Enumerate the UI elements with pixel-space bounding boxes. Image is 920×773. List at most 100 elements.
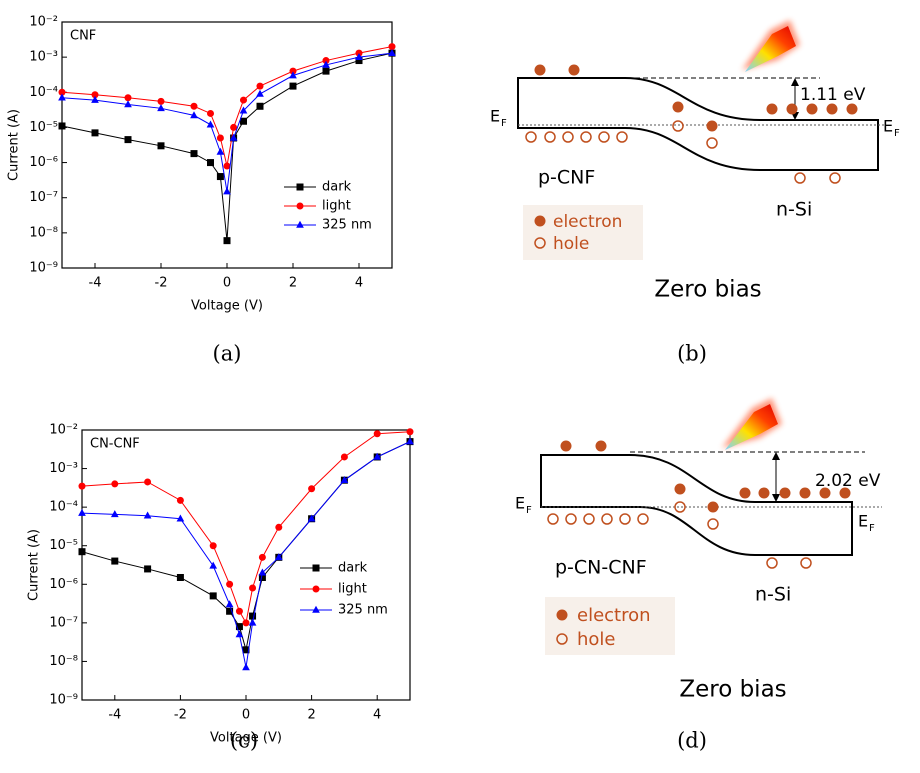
marker [226,580,234,588]
marker [240,96,247,104]
marker [258,553,266,561]
marker [223,162,231,170]
diagram-title: Zero bias [654,277,761,303]
marker [58,88,66,96]
ef-sub: F [501,118,507,129]
legend-electron [556,609,568,621]
x-tick-label: 4 [373,708,381,723]
marker [235,607,243,615]
x-tick-label: -4 [89,276,102,291]
x-axis-label: Voltage (V) [191,299,263,314]
ef-sub: F [894,128,900,139]
marker [124,94,132,102]
marker [176,514,185,522]
marker [78,508,86,516]
legend-label: dark [322,180,352,195]
marker [176,496,184,504]
marker [248,618,257,626]
marker [190,111,198,119]
marker [289,71,297,79]
light-icon [745,26,796,72]
marker [78,548,86,556]
marker [190,150,198,158]
series-line [62,52,392,192]
marker [289,82,297,90]
charts: 10⁻⁹ 10⁻⁸ 10⁻⁷ 10⁻⁶ 10⁻⁵ 10⁻⁴ 10⁻³ 10⁻² -4 -2 0 2 4 V… [7,15,414,746]
y-tick-label: 10⁻⁶ [49,577,78,592]
marker [144,478,152,486]
legend-label: 325 nm [338,603,388,618]
marker [111,480,119,488]
marker [256,102,264,110]
marker [209,542,217,550]
ef-label: E [883,117,893,136]
marker [157,104,165,112]
marker [223,187,231,195]
x-tick-label: 0 [223,276,231,291]
marker [239,106,248,114]
y-tick-label: 10⁻² [29,15,58,30]
band-edges [540,454,853,556]
plot-frame [61,21,393,269]
marker [340,475,349,483]
marker [312,564,320,572]
annotation: CN-CNF [90,437,140,452]
right-label: n-Si [755,584,791,606]
marker [230,123,238,131]
marker [209,561,218,569]
marker [373,452,382,460]
y-axis-label: Current (A) [7,109,22,181]
marker [226,607,234,615]
band-edges [517,77,879,171]
marker [296,202,304,210]
marker [207,109,214,117]
y-tick-label: 10⁻² [49,423,78,438]
marker [207,159,214,167]
marker [242,663,250,671]
marker [78,482,86,490]
y-tick-label: 10⁻⁸ [49,654,78,669]
marker [340,453,348,461]
x-tick-label: -4 [108,708,121,723]
right-label: n-Si [776,199,812,221]
legend-label: hole [577,629,616,650]
marker [312,605,320,613]
marker [249,584,257,592]
marker [144,565,152,573]
y-tick-label: 10⁻⁶ [29,155,58,170]
marker [242,646,250,654]
ef-sub: F [526,505,532,516]
left-label: p-CN-CNF [555,557,647,579]
marker [124,100,132,108]
x-tick-label: 2 [307,708,315,723]
marker [58,93,66,101]
legend-label: electron [553,212,622,232]
legend-label: electron [577,605,651,626]
diagram-title: Zero bias [679,677,786,703]
marker [256,82,264,90]
electrons [560,440,851,513]
legend-electron [534,215,546,227]
legend-box [523,205,643,260]
series-line [62,46,392,167]
marker [235,623,243,631]
y-tick-label: 10⁻⁸ [29,225,58,240]
marker [223,237,231,245]
x-tick-label: 4 [355,276,363,291]
marker [216,134,224,142]
marker [307,514,316,522]
x-tick-label: 2 [289,276,297,291]
marker [249,612,257,620]
y-tick-label: 10⁻⁵ [49,538,78,553]
holes [547,501,812,569]
marker [58,122,66,130]
legend-box [545,597,675,655]
marker [322,60,330,68]
caption: (a) [213,342,242,366]
x-tick-label: -2 [174,708,187,723]
marker [296,220,304,228]
legend-hole [534,237,546,249]
marker [225,600,234,608]
caption: (b) [677,342,707,366]
